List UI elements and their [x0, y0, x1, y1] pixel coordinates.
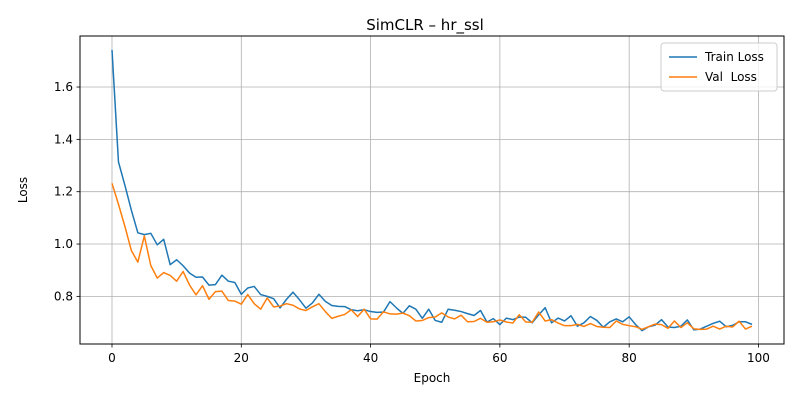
x-tick-label: 60	[492, 351, 507, 365]
ticks: 0 20 40 60 80 100 0.8 1.0 1.2 1.4 1.6	[54, 80, 770, 365]
series-line-0	[111, 49, 753, 332]
series-line-1	[111, 183, 753, 331]
x-tick-label: 0	[108, 351, 116, 365]
plot-frame	[79, 35, 785, 345]
x-tick-label: 40	[363, 351, 378, 365]
chart-title: SimCLR – hr_ssl	[366, 16, 484, 35]
x-tick-label: 100	[747, 351, 770, 365]
y-tick-label: 1.4	[54, 132, 73, 146]
x-tick-label: 20	[234, 351, 249, 365]
legend: Train Loss Val Loss	[660, 42, 778, 92]
legend-label: Train Loss	[704, 50, 764, 64]
series-lines	[111, 49, 753, 332]
y-tick-label: 1.2	[54, 185, 73, 199]
y-tick-label: 0.8	[54, 289, 73, 303]
x-tick-label: 80	[622, 351, 637, 365]
y-tick-label: 1.6	[54, 80, 73, 94]
y-axis-label: Loss	[16, 177, 30, 203]
x-axis-label: Epoch	[414, 371, 451, 385]
legend-label: Val Loss	[705, 70, 757, 84]
legend-box	[660, 42, 778, 92]
y-tick-label: 1.0	[54, 237, 73, 251]
